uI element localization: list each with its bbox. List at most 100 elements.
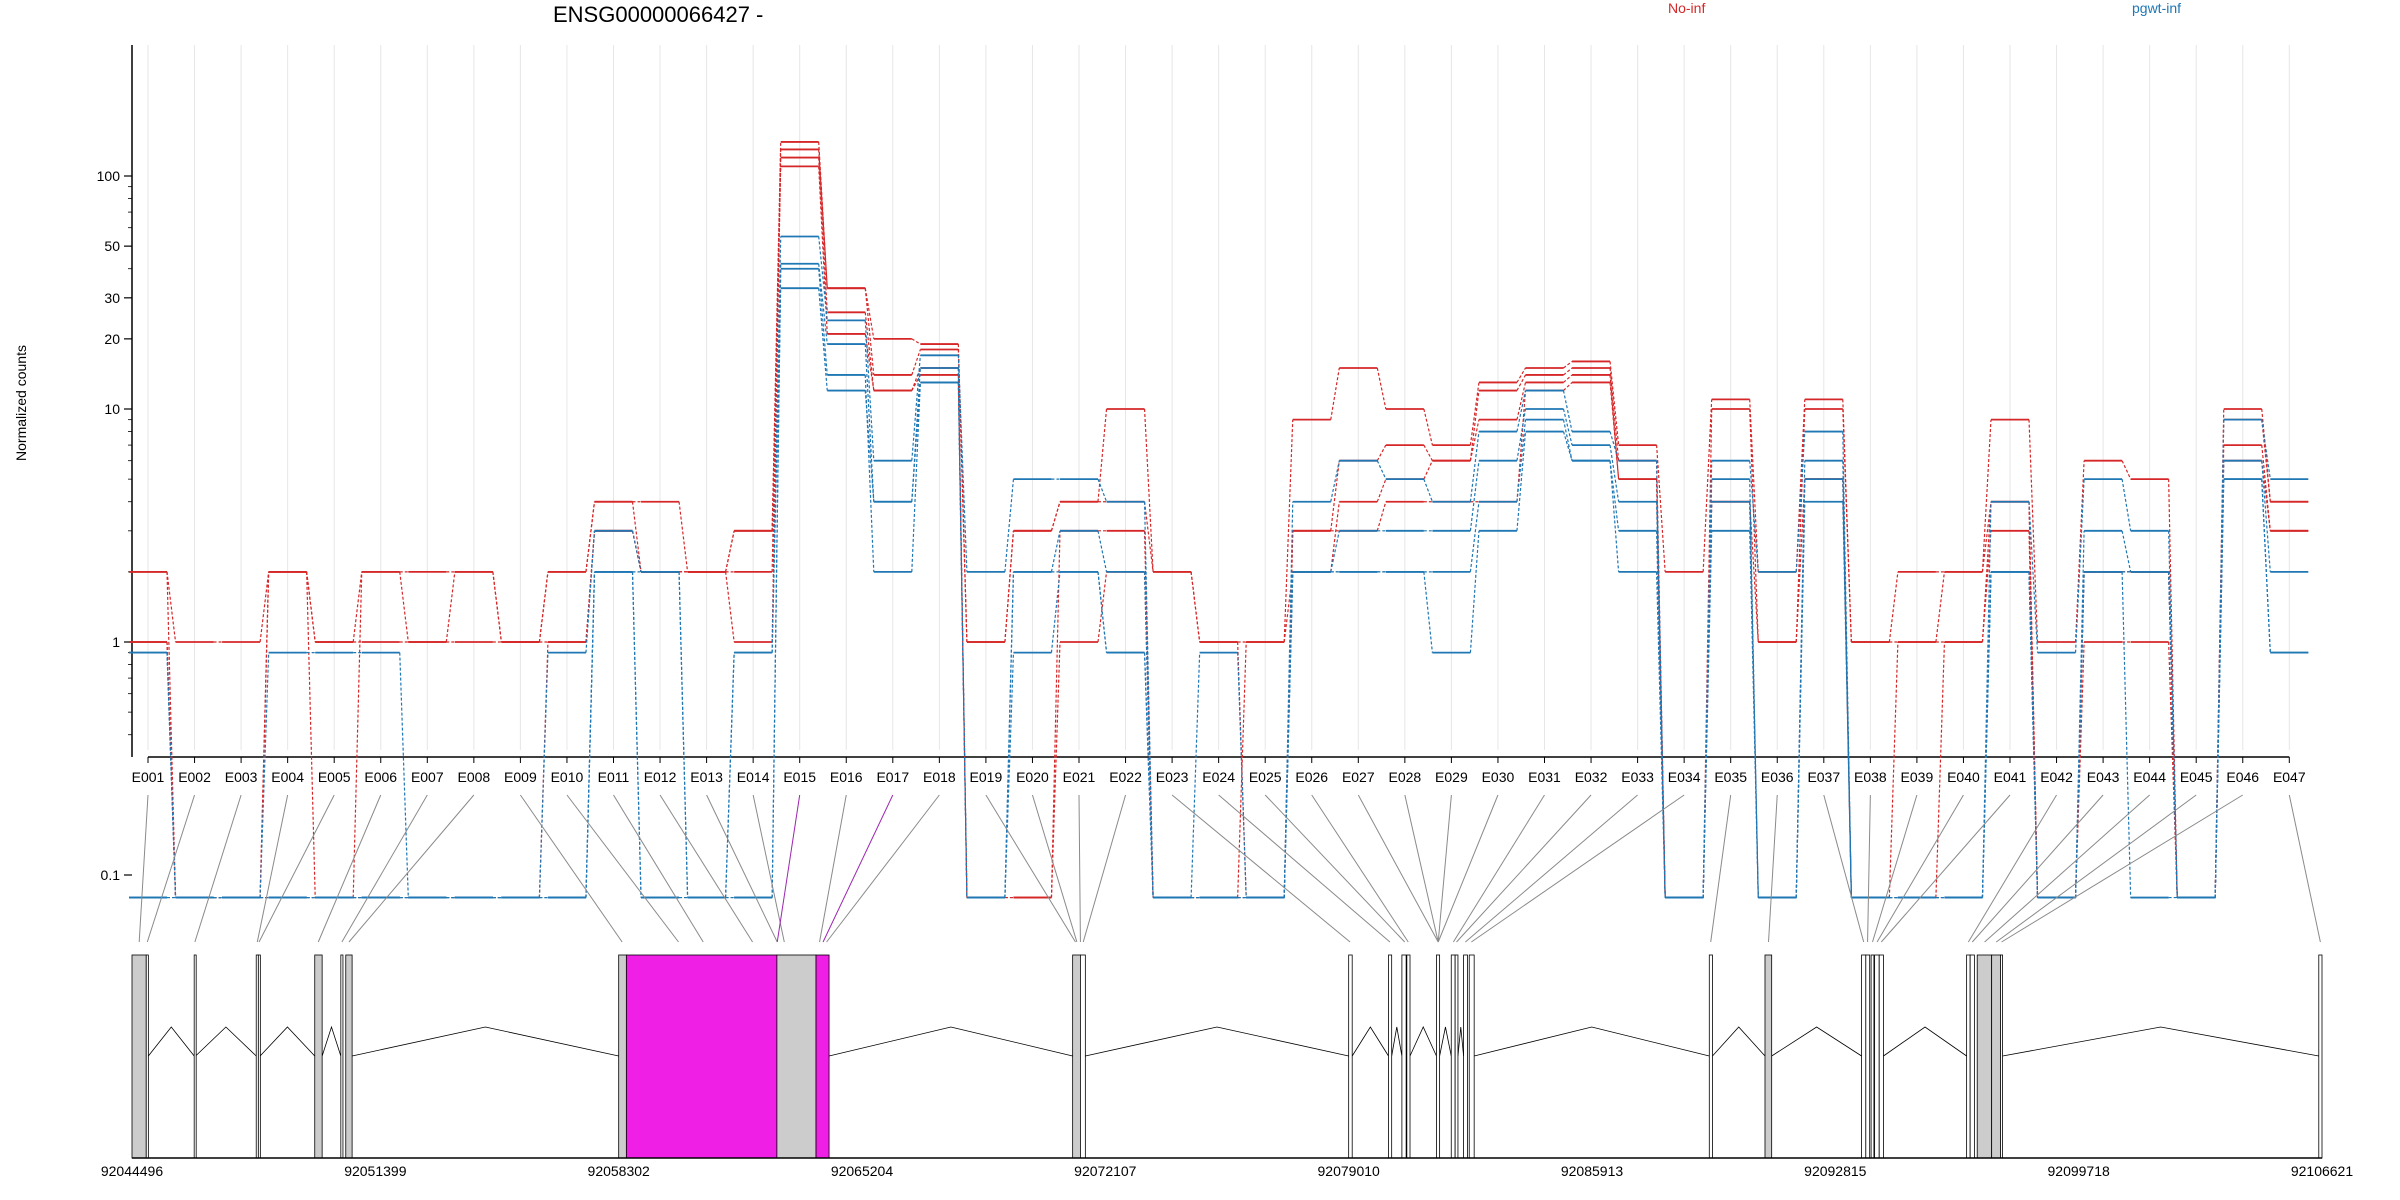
x-tick-label-E016: E016 bbox=[830, 769, 863, 785]
connector-E024 bbox=[1218, 794, 1391, 943]
series-connector bbox=[1795, 479, 1806, 898]
x-tick-label-E015: E015 bbox=[783, 769, 816, 785]
series-connector bbox=[1423, 444, 1433, 461]
x-tick-label-E024: E024 bbox=[1202, 769, 1235, 785]
connector-E027 bbox=[1357, 794, 1439, 943]
series-connector bbox=[538, 652, 549, 898]
series-connector bbox=[1330, 460, 1340, 531]
x-tick-label-E010: E010 bbox=[551, 769, 584, 785]
series-connector bbox=[1749, 501, 1759, 898]
connector-E032 bbox=[1456, 794, 1592, 943]
exon-box bbox=[1870, 954, 1875, 1159]
series-connector bbox=[1423, 571, 1433, 653]
series-connector bbox=[352, 571, 363, 898]
series-connector bbox=[1795, 408, 1806, 643]
exon-box bbox=[257, 954, 261, 1159]
intron-line bbox=[1771, 1026, 1862, 1057]
series-connector bbox=[1749, 501, 1759, 643]
exon-box bbox=[1406, 954, 1411, 1159]
x-tick-label-E042: E042 bbox=[2040, 769, 2073, 785]
coordinate-label: 92051399 bbox=[344, 1163, 407, 1179]
connector-E035 bbox=[1710, 794, 1732, 943]
series-connector bbox=[1981, 501, 1992, 643]
series-connector bbox=[1609, 460, 1620, 572]
connector-E009 bbox=[519, 794, 623, 943]
series-connector bbox=[1004, 530, 1015, 643]
series-connector bbox=[2121, 479, 2132, 531]
connector-E022 bbox=[1082, 794, 1127, 943]
series-connector bbox=[1283, 501, 1294, 898]
series-connector bbox=[1842, 408, 1852, 643]
connector-E021 bbox=[1078, 794, 1081, 943]
series-connector bbox=[1656, 460, 1666, 898]
series-connector bbox=[818, 141, 828, 289]
series-connector bbox=[864, 390, 875, 502]
series-connector bbox=[1795, 431, 1806, 572]
x-tick-label-E017: E017 bbox=[876, 769, 909, 785]
series-connector bbox=[1283, 571, 1294, 898]
connector-E002 bbox=[146, 794, 196, 943]
coordinate-label: 92099718 bbox=[2048, 1163, 2111, 1179]
intron-line bbox=[828, 1026, 1073, 1057]
coordinate-label: 92058302 bbox=[588, 1163, 651, 1179]
x-tick-label-E043: E043 bbox=[2087, 769, 2120, 785]
x-tick-label-E034: E034 bbox=[1668, 769, 1701, 785]
series-connector bbox=[1469, 390, 1480, 461]
exon-box bbox=[1401, 954, 1407, 1159]
series-connector bbox=[1097, 408, 1108, 502]
x-tick-label-E041: E041 bbox=[1994, 769, 2027, 785]
x-tick-label-E027: E027 bbox=[1342, 769, 1375, 785]
series-connector bbox=[1702, 399, 1713, 572]
series-connector bbox=[678, 571, 689, 898]
series-connector bbox=[1004, 571, 1015, 898]
y-axis-label: Normalized counts bbox=[13, 345, 29, 461]
x-tick-label-E030: E030 bbox=[1482, 769, 1515, 785]
series-connector bbox=[818, 236, 828, 321]
x-tick-label-E025: E025 bbox=[1249, 769, 1282, 785]
series-connector bbox=[1004, 479, 1015, 572]
exon-box bbox=[1861, 954, 1867, 1159]
x-tick-label-E038: E038 bbox=[1854, 769, 1887, 785]
series-connector bbox=[1749, 408, 1759, 643]
exon-box bbox=[193, 954, 197, 1159]
connector-E007 bbox=[341, 794, 428, 943]
series-connector bbox=[1050, 530, 1061, 572]
series-connector bbox=[725, 530, 735, 572]
series-connector bbox=[1469, 431, 1480, 502]
connector-E043 bbox=[1971, 794, 2104, 943]
connector-E014 bbox=[752, 794, 785, 943]
connector-E036 bbox=[1768, 794, 1778, 943]
x-tick-label-E028: E028 bbox=[1388, 769, 1421, 785]
exon-box bbox=[145, 954, 149, 1159]
y-tick-label: 0.1 bbox=[101, 867, 121, 883]
series-connector bbox=[631, 571, 642, 898]
connector-E005 bbox=[258, 794, 335, 943]
x-tick-label-E019: E019 bbox=[970, 769, 1003, 785]
x-tick-label-E004: E004 bbox=[271, 769, 304, 785]
series-connector bbox=[1330, 367, 1340, 420]
series-connector bbox=[1563, 374, 1573, 383]
series-connector bbox=[1609, 374, 1620, 480]
exon-box bbox=[1865, 954, 1871, 1159]
x-tick-label-E023: E023 bbox=[1156, 769, 1189, 785]
series-connector bbox=[631, 530, 642, 572]
series-connector bbox=[818, 166, 828, 334]
coordinate-label: 92106621 bbox=[2291, 1163, 2354, 1179]
connector-E028 bbox=[1404, 794, 1439, 943]
series-connector bbox=[1516, 374, 1527, 391]
connector-E008 bbox=[348, 794, 475, 943]
series-connector bbox=[1469, 460, 1480, 531]
coordinate-label: 92085913 bbox=[1561, 1163, 1624, 1179]
series-connector bbox=[2261, 479, 2271, 653]
series-connector bbox=[1423, 408, 1433, 446]
series-connector bbox=[259, 571, 270, 898]
intron-line bbox=[259, 1026, 316, 1057]
series-connector bbox=[2168, 530, 2178, 898]
series-connector bbox=[864, 374, 875, 572]
series-connector bbox=[1981, 571, 1992, 898]
series-connector bbox=[1795, 399, 1806, 572]
series-connector bbox=[911, 374, 921, 391]
connector-E045 bbox=[1995, 794, 2197, 943]
x-tick-label-E033: E033 bbox=[1621, 769, 1654, 785]
series-connector bbox=[166, 571, 177, 643]
